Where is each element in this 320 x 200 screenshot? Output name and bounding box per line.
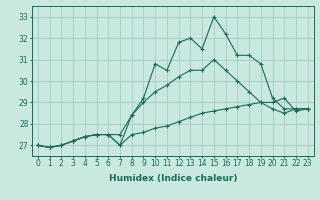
- X-axis label: Humidex (Indice chaleur): Humidex (Indice chaleur): [108, 174, 237, 183]
